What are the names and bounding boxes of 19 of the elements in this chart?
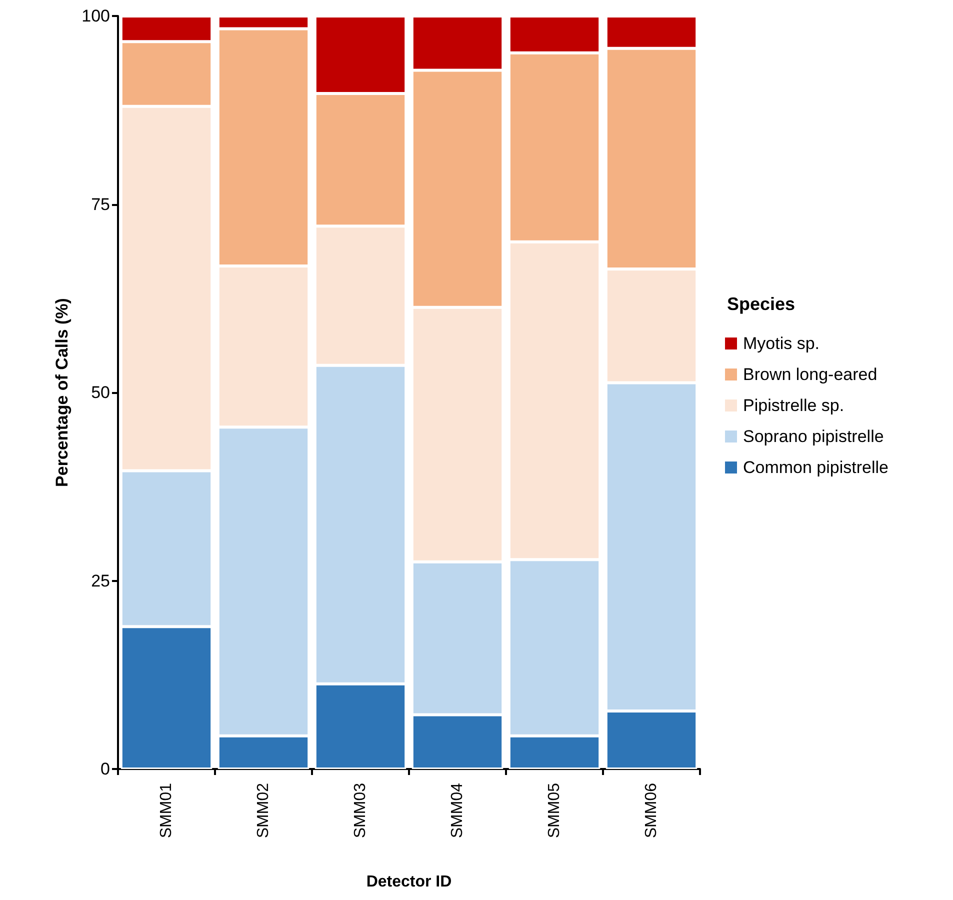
y-tick-label: 75 [91, 194, 110, 214]
legend-label: Common pipistrelle [743, 458, 888, 477]
x-tick-label: SMM02 [255, 782, 272, 838]
y-tick-label: 25 [91, 571, 110, 590]
x-tick-label: SMM05 [546, 782, 563, 838]
x-tick-label: SMM01 [158, 782, 175, 838]
x-axis-title: Detector ID [366, 874, 452, 890]
y-tick-label: 0 [100, 760, 110, 778]
legend-label: Soprano pipistrelle [743, 427, 884, 446]
x-tick-label: SMM04 [449, 782, 466, 838]
legend-label: Myotis sp. [743, 334, 820, 353]
legend-title: Species [727, 294, 796, 314]
y-tick-label: 100 [82, 6, 110, 26]
x-tick-label: SMM03 [352, 782, 369, 838]
legend-label: Brown long-eared [743, 365, 878, 384]
y-tick-label: 50 [91, 383, 110, 402]
legend-label: Pipistrelle sp. [743, 396, 844, 415]
x-tick-label: SMM06 [643, 782, 660, 838]
y-axis-title: Percentage of Calls (%) [52, 298, 72, 487]
